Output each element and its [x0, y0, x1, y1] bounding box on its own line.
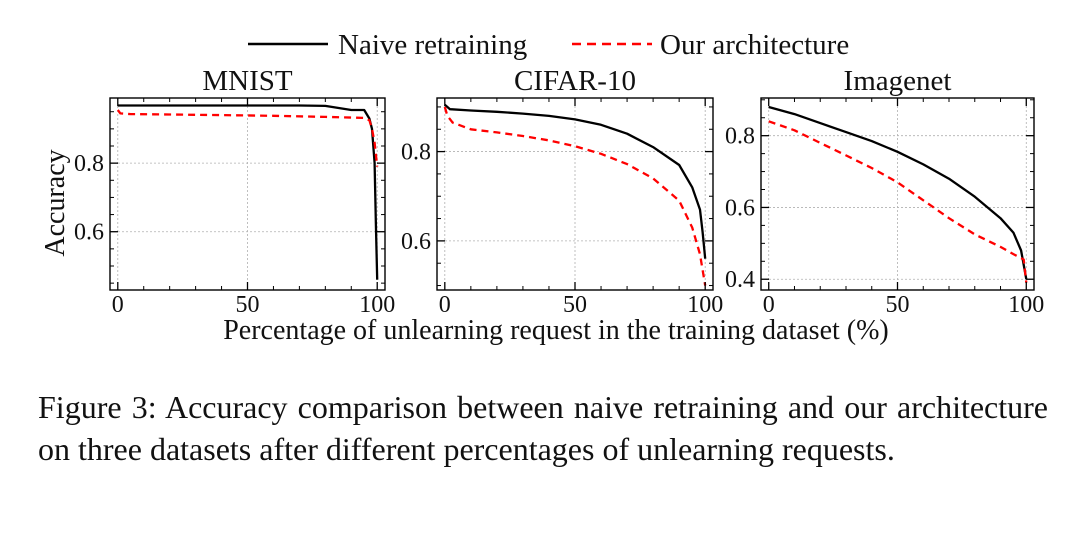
cifar10-y-tick-label-0: 0.6: [401, 229, 431, 255]
imagenet-title: Imagenet: [844, 65, 952, 97]
mnist-naive-line: [117, 104, 379, 280]
cifar10-x-tick-label-1: 50: [563, 292, 587, 318]
imagenet-y-tick-label-1: 0.6: [725, 195, 755, 221]
cifar10-naive-line: [444, 103, 707, 259]
cifar10-x-tick-label-2: 100: [687, 292, 723, 318]
figure-caption: Figure 3: Accuracy comparison between na…: [38, 389, 1048, 467]
y-axis-label: Accuracy: [40, 149, 71, 256]
panel-cifar10: CIFAR-10 0 50 100 0.6 0.8: [401, 65, 723, 318]
mnist-x-tick-label-0: 0: [112, 292, 124, 318]
legend: Naive retraining Our architecture: [248, 29, 849, 61]
mnist-y-tick-label-1: 0.8: [74, 151, 104, 177]
imagenet-y-tick-label-0: 0.4: [725, 267, 755, 293]
imagenet-ours-line: [768, 120, 1028, 283]
imagenet-x-tick-label-1: 50: [886, 292, 910, 318]
x-axis-label: Percentage of unlearning request in the …: [223, 315, 889, 346]
cifar10-title: CIFAR-10: [514, 65, 636, 97]
cifar10-y-tick-label-1: 0.8: [401, 140, 431, 166]
legend-ours-label: Our architecture: [660, 29, 849, 61]
cifar10-x-tick-label-0: 0: [439, 292, 451, 318]
mnist-x-tick-label-1: 50: [236, 292, 260, 318]
mnist-x-tick-label-2: 100: [359, 292, 395, 318]
cifar10-ours-line: [443, 106, 707, 286]
figure: Naive retraining Our architecture Accura…: [40, 29, 1044, 346]
mnist-y-tick-label-0: 0.6: [74, 220, 104, 246]
imagenet-x-tick-label-0: 0: [763, 292, 775, 318]
legend-naive-label: Naive retraining: [338, 29, 527, 61]
mnist-ours-line: [116, 109, 379, 167]
imagenet-y-tick-label-2: 0.8: [725, 124, 755, 150]
imagenet-x-tick-label-2: 100: [1008, 292, 1044, 318]
panel-mnist: MNIST 0 50 100 0.6 0.8: [74, 65, 395, 318]
mnist-title: MNIST: [202, 65, 293, 97]
imagenet-naive-line: [768, 105, 1028, 280]
panel-imagenet: Imagenet 0 50 100 0.4 0.6 0.8: [725, 65, 1044, 318]
